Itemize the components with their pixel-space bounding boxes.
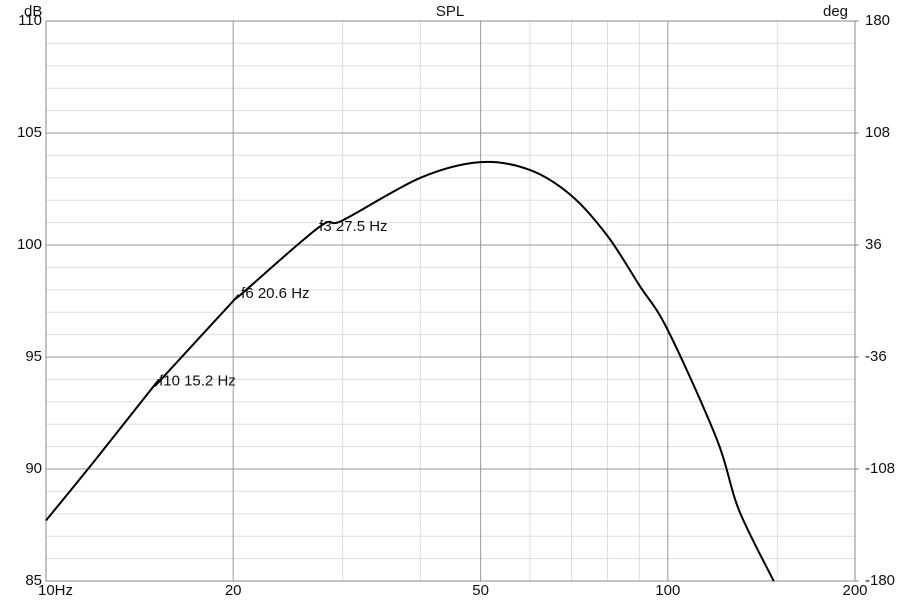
y2-axis-label: deg xyxy=(823,3,848,20)
y-tick-label: 85 xyxy=(25,572,42,589)
y-tick-label: 95 xyxy=(25,348,42,365)
y-tick-label: 90 xyxy=(25,460,42,477)
annotation: f10 15.2 Hz xyxy=(159,373,236,390)
y-tick-label: 110 xyxy=(18,12,42,29)
x-tick-label: 20 xyxy=(225,582,242,599)
x-tick-label: 100 xyxy=(655,582,680,599)
y2-tick-label: 180 xyxy=(865,12,890,29)
annotation: f6 20.6 Hz xyxy=(241,285,309,302)
y-tick-label: 105 xyxy=(17,124,42,141)
y2-tick-label: 36 xyxy=(865,236,882,253)
y2-tick-label: 108 xyxy=(865,124,890,141)
x-tick-label: 10Hz xyxy=(38,582,73,599)
y2-tick-label: -108 xyxy=(865,460,895,477)
y-tick-label: 100 xyxy=(17,236,42,253)
y2-tick-label: -36 xyxy=(865,348,887,365)
plot-frame xyxy=(45,20,856,582)
chart-title: SPL xyxy=(436,3,464,20)
y-axis-label: dB xyxy=(24,3,42,20)
annotation: f3 27.5 Hz xyxy=(319,218,387,235)
y2-tick-label: -180 xyxy=(865,572,895,589)
x-tick-label: 50 xyxy=(472,582,489,599)
spl-curve xyxy=(45,160,775,582)
x-tick-label: 200 xyxy=(842,582,867,599)
